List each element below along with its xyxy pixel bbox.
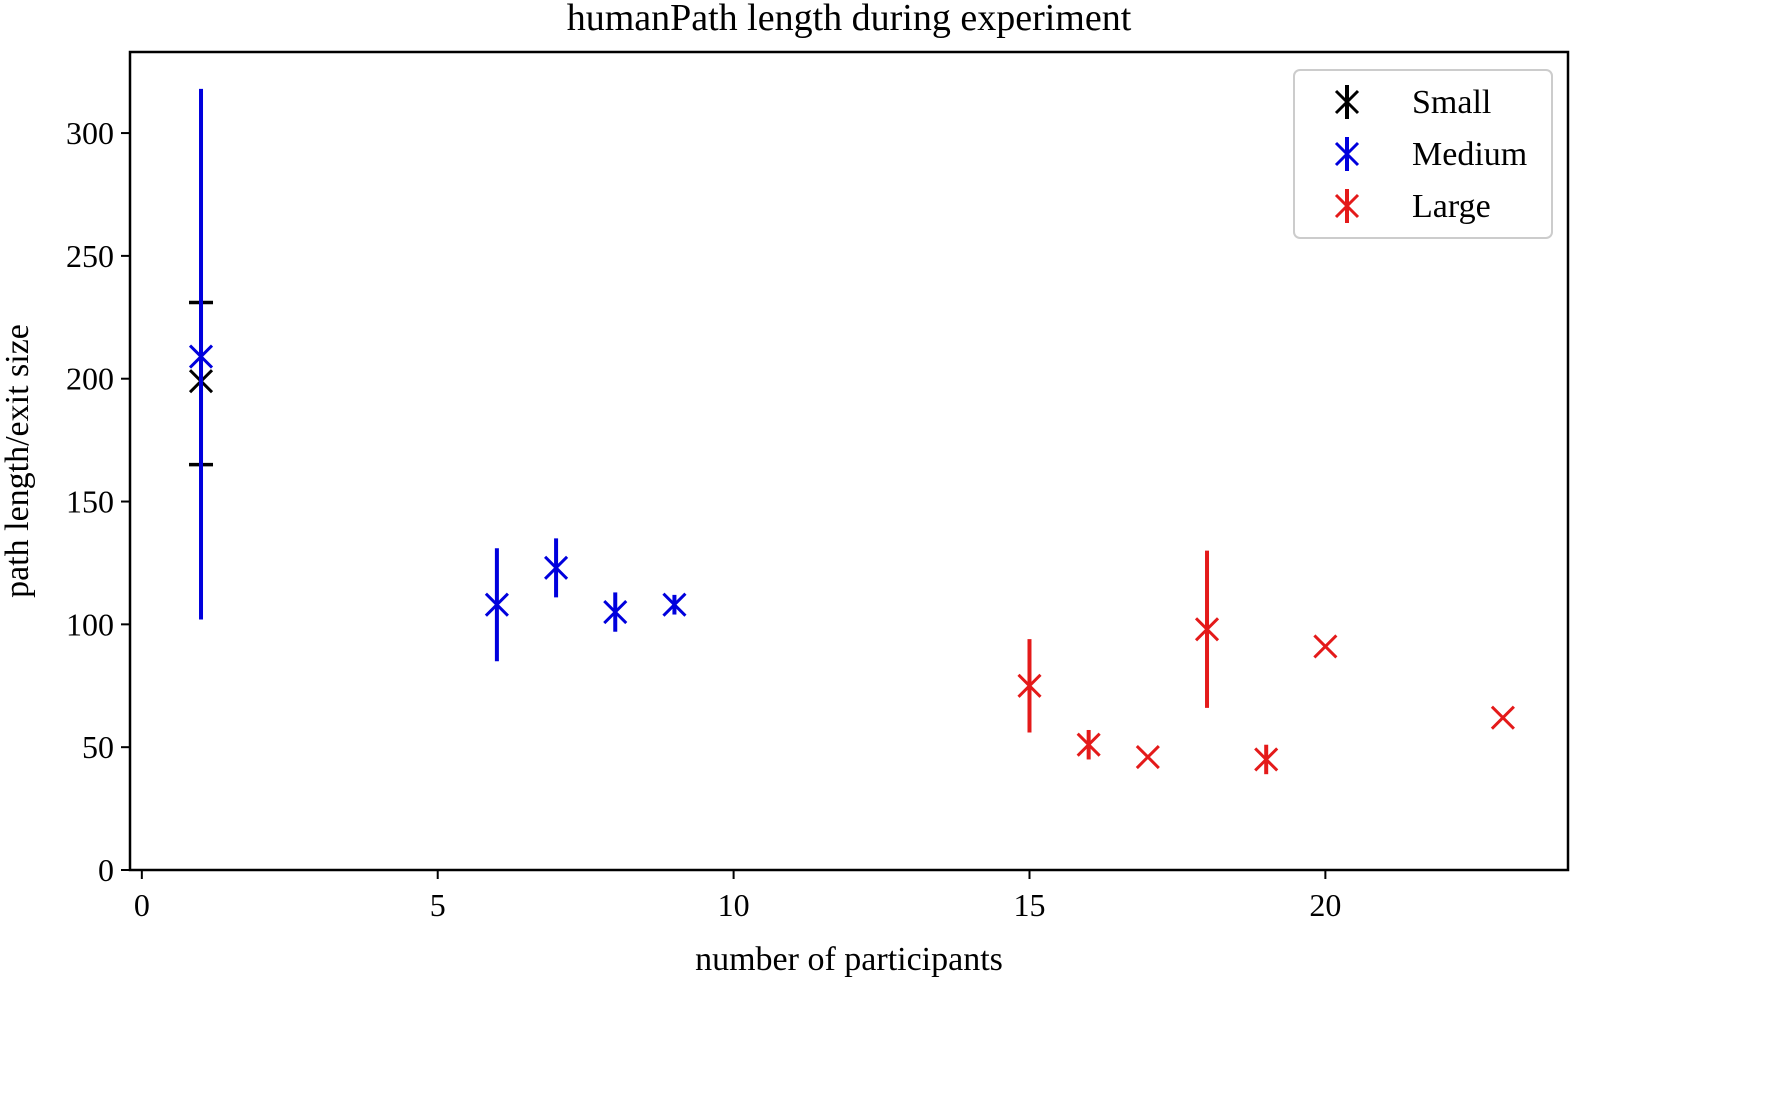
y-tick-label: 50 [82,729,114,765]
y-axis-label: path length/exit size [0,324,36,598]
data-point-marker [1017,673,1042,698]
legend-label: Medium [1412,136,1527,173]
data-point-marker [603,600,628,625]
legend-marker-swatch [1334,141,1360,167]
data-point-marker [544,555,569,580]
plot-area: 0 5 10 15 20 0 50 100 150 200 250 300 [66,50,1570,923]
data-point-marker [188,344,214,369]
y-tick-label: 150 [66,484,114,520]
x-tick-label: 5 [430,887,446,923]
data-point-marker [484,592,509,617]
data-point-marker [1313,634,1338,659]
x-axis: 0 5 10 15 20 [134,870,1341,923]
legend-label: Small [1412,84,1491,121]
x-tick-label: 20 [1309,887,1341,923]
series-large [1017,550,1515,775]
legend-marker-swatch [1334,193,1360,219]
y-axis: 0 50 100 150 200 250 300 [66,115,130,888]
data-point-marker [1135,744,1160,770]
x-axis-label: number of participants [695,941,1003,978]
data-point-marker [1254,747,1279,772]
y-tick-label: 250 [66,238,114,274]
x-tick-label: 10 [718,887,750,923]
series-medium [188,88,687,662]
legend-marker-swatch [1334,89,1360,115]
data-point-marker [1194,617,1220,642]
y-tick-label: 0 [98,852,114,888]
series-layer [188,88,1515,775]
y-tick-label: 100 [66,606,114,642]
data-point-marker [662,592,687,617]
x-tick-label: 15 [1013,887,1045,923]
legend-label: Large [1412,188,1491,225]
data-point-marker [1490,705,1515,730]
plot-frame [128,50,1570,872]
data-point-marker [1076,732,1101,757]
y-tick-label: 200 [66,361,114,397]
chart-title: humanPath length during experiment [567,0,1132,39]
legend: Small Medium Large [1293,69,1553,239]
y-tick-label: 300 [66,115,114,151]
x-tick-label: 0 [134,887,150,923]
